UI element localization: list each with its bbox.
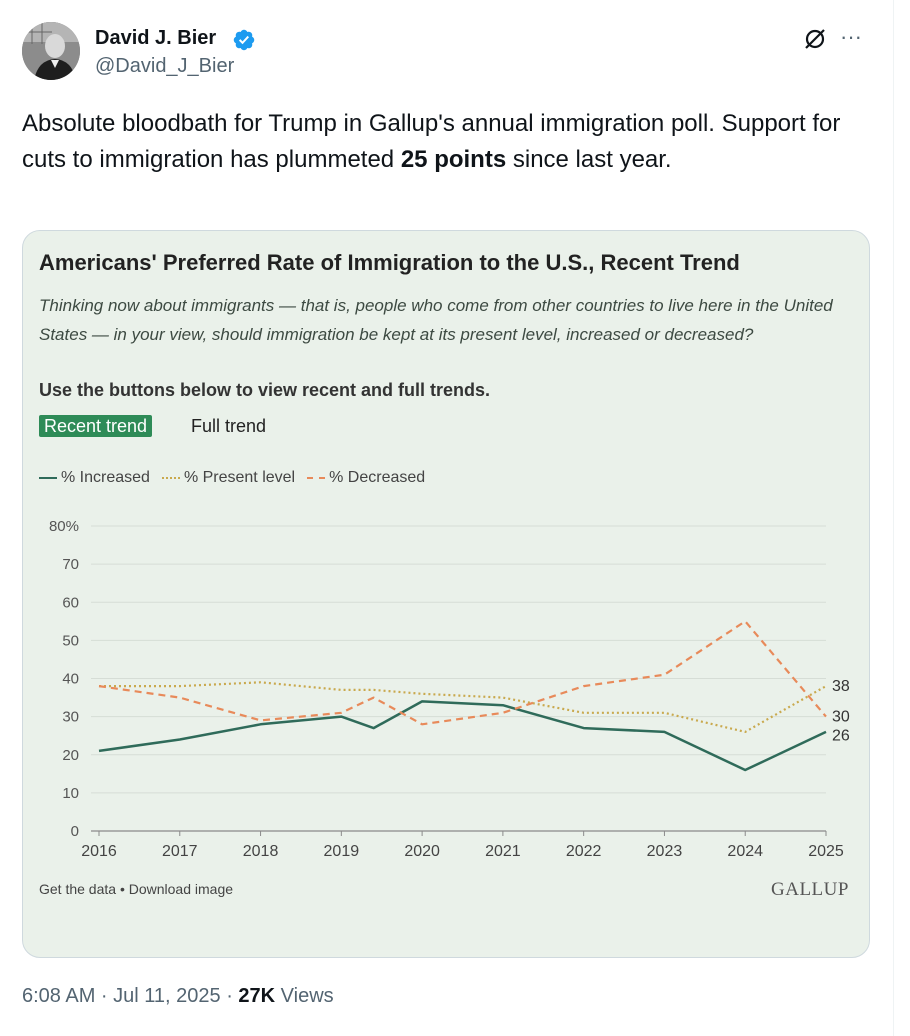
- verified-badge-icon[interactable]: [232, 28, 256, 52]
- chart-subtitle: Thinking now about immigrants — that is,…: [39, 296, 833, 344]
- grok-icon[interactable]: [802, 26, 828, 52]
- x-tick-label: 2023: [647, 843, 683, 860]
- author-name[interactable]: David J. Bier: [95, 27, 217, 49]
- tweet-text-part1: Absolute bloodbath for Trump in Gallup's…: [22, 110, 841, 173]
- y-tick-label: 80%: [49, 518, 79, 535]
- full-trend-button[interactable]: Full trend: [191, 416, 267, 436]
- end-value-label: 38: [832, 678, 850, 695]
- tweet-text-bold: 25 points: [400, 146, 507, 173]
- y-tick-label: 0: [71, 823, 79, 840]
- x-tick-label: 2025: [808, 843, 844, 860]
- x-tick-label: 2016: [81, 843, 117, 860]
- end-value-label: 26: [832, 728, 850, 745]
- more-icon[interactable]: ···: [840, 24, 862, 49]
- x-tick-label: 2022: [566, 843, 602, 860]
- gallup-logo: GALLUP: [771, 879, 849, 900]
- legend-label-increased: % Increased: [61, 469, 150, 486]
- legend-item-decreased: % Decreased: [307, 469, 425, 487]
- legend-swatch-decreased: [307, 477, 326, 479]
- end-value-label: 30: [832, 709, 850, 726]
- x-tick-label: 2021: [485, 843, 521, 860]
- views-label: Views: [275, 985, 334, 1007]
- author-handle[interactable]: @David_J_Bier: [95, 55, 235, 77]
- tweet-text-part2: since last year.: [506, 146, 672, 173]
- tweet-timestamp[interactable]: 6:08 AM · Jul 11, 2025 ·: [22, 985, 239, 1007]
- chart-instructions: Use the buttons below to view recent and…: [39, 380, 491, 400]
- y-tick-label: 20: [62, 747, 79, 764]
- legend-swatch-present: [161, 477, 180, 479]
- chart-title: Americans' Preferred Rate of Immigration…: [39, 250, 740, 275]
- recent-trend-button[interactable]: Recent trend: [39, 415, 153, 437]
- x-tick-label: 2018: [243, 843, 279, 860]
- avatar-photo: [22, 22, 80, 80]
- x-tick-label: 2017: [162, 843, 198, 860]
- legend-label-present: % Present level: [183, 469, 296, 486]
- legend-item-present: % Present level: [161, 469, 296, 487]
- legend-swatch-increased: [39, 477, 57, 479]
- chart-legend: % Increased % Present level % Decreased: [39, 469, 437, 487]
- media-card[interactable]: Americans' Preferred Rate of Immigration…: [22, 230, 870, 958]
- avatar[interactable]: [22, 22, 80, 80]
- tweet-text: Absolute bloodbath for Trump in Gallup's…: [22, 106, 842, 178]
- series-line-2: [98, 620, 827, 726]
- x-tick-label: 2020: [404, 843, 440, 860]
- tweet-meta: 6:08 AM · Jul 11, 2025 · 27K Views: [22, 985, 334, 1008]
- series-line-0: [98, 700, 827, 772]
- x-tick-label: 2024: [727, 843, 763, 860]
- line-chart: 0 10 20 30 40 50 60 70 80% 2016 2017 2018 2019 2020 20…: [49, 518, 850, 860]
- y-tick-label: 30: [62, 709, 79, 726]
- y-tick-label: 60: [62, 594, 79, 611]
- scrollbar[interactable]: [893, 0, 910, 1036]
- tweet: David J. Bier @David_J_Bier ··· Absolute…: [22, 22, 870, 1008]
- x-tick-label: 2019: [324, 843, 360, 860]
- y-tick-label: 70: [62, 556, 79, 573]
- y-tick-label: 40: [62, 671, 79, 688]
- y-tick-label: 10: [62, 785, 79, 802]
- legend-item-increased: % Increased: [39, 469, 150, 487]
- legend-label-decreased: % Decreased: [329, 469, 426, 486]
- series-line-1: [99, 681, 827, 733]
- chart-footer-links[interactable]: Get the data • Download image: [39, 881, 234, 897]
- views-count: 27K: [238, 985, 276, 1007]
- y-tick-label: 50: [62, 632, 79, 649]
